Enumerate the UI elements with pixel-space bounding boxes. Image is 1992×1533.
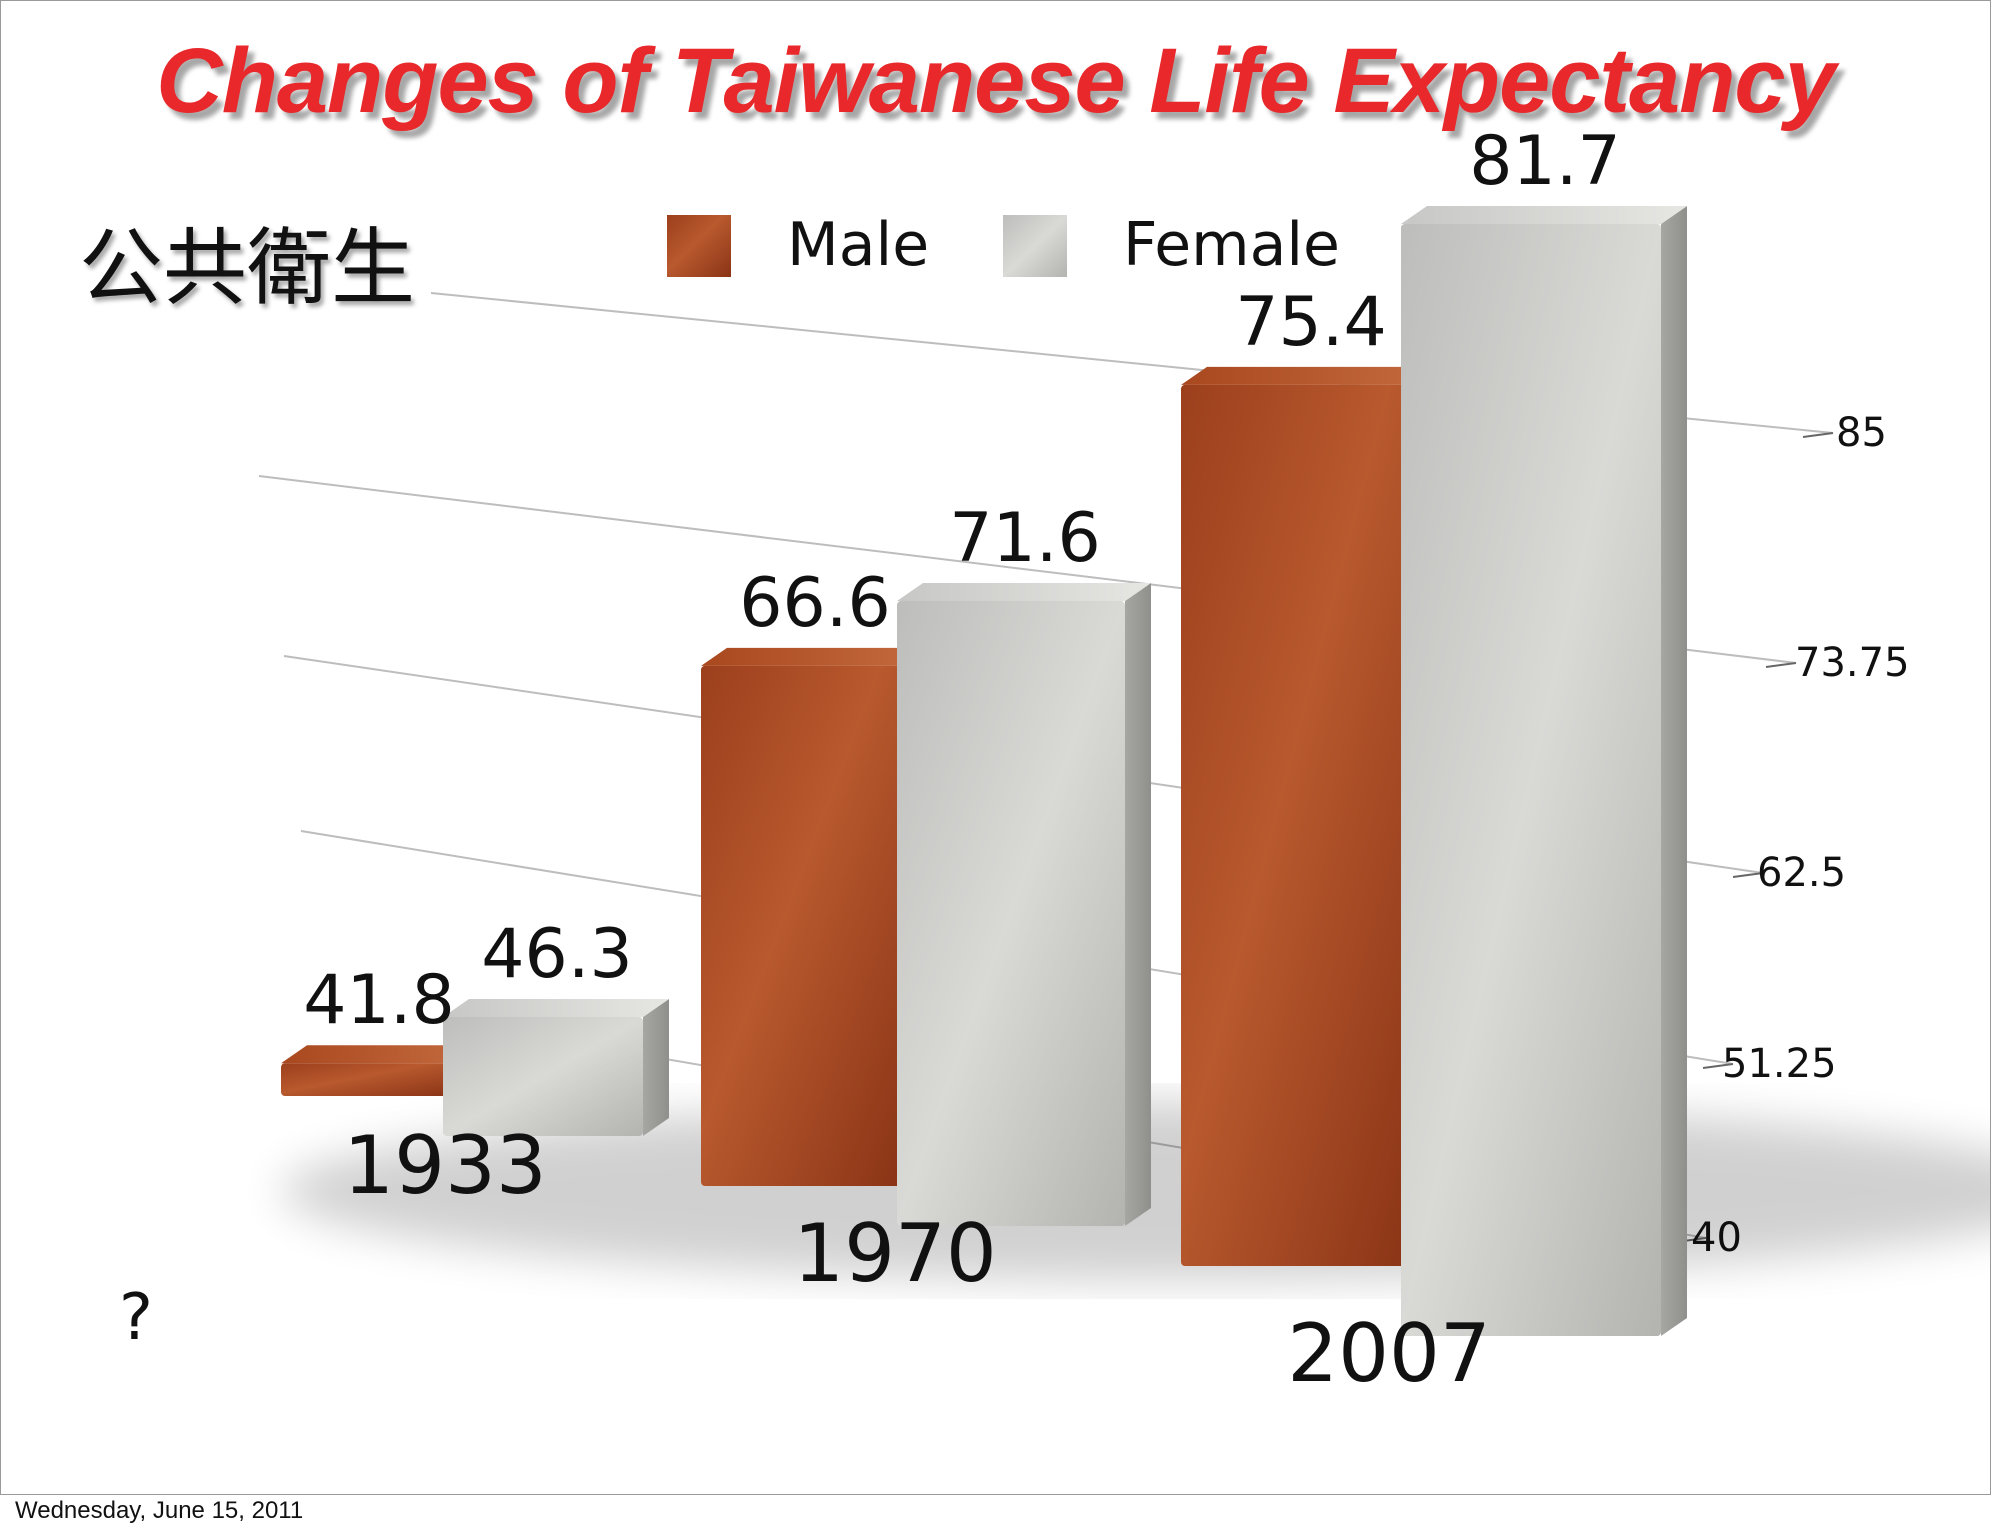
data-label: 66.6	[739, 564, 890, 643]
bar-female	[897, 583, 1151, 1226]
legend-swatch-male	[667, 215, 731, 277]
bar-male-top	[701, 647, 927, 666]
data-labels: 41.8 46.3 66.6 71.6 75.4 81.7	[303, 122, 1620, 1040]
chart-title: Changes of Taiwanese Life Expectancy	[156, 30, 1836, 132]
y-tick	[1732, 872, 1764, 878]
x-tick-label: 1933	[343, 1119, 547, 1212]
bar-male-top	[281, 1045, 475, 1064]
bar-male-top	[1181, 366, 1439, 385]
legend: Male Female	[667, 210, 1340, 280]
footer-date: Wednesday, June 15, 2011	[15, 1497, 304, 1524]
x-axis: 1933 1970 2007	[343, 1119, 1491, 1400]
y-tick	[1802, 432, 1834, 438]
bar-female	[1401, 206, 1687, 1336]
data-label: 41.8	[303, 961, 454, 1040]
bar-male-front	[1181, 384, 1413, 1266]
bar-female-side	[1661, 206, 1687, 1336]
bar-female-front	[443, 1017, 643, 1136]
bar-female-side	[643, 999, 669, 1136]
bar-male-front	[701, 665, 901, 1186]
x-tick-label: 1970	[793, 1207, 997, 1300]
data-label: 46.3	[481, 915, 632, 994]
legend-label-female: Female	[1123, 210, 1340, 280]
y-tick-label: 85	[1836, 410, 1887, 456]
bar-male	[701, 647, 927, 1186]
y-tick-label: 62.5	[1757, 850, 1846, 896]
bar-female-side	[1125, 583, 1151, 1226]
bar-female	[443, 999, 669, 1136]
bar-male-front	[281, 1063, 449, 1096]
legend-swatch-female	[1003, 215, 1067, 277]
bar-female-front	[897, 601, 1125, 1226]
bar-female-front	[1401, 224, 1661, 1336]
chart-subtitle: 公共衛生	[79, 219, 416, 317]
data-label: 81.7	[1469, 122, 1620, 201]
y-tick	[1702, 1063, 1734, 1069]
legend-label-male: Male	[787, 210, 929, 280]
bars	[281, 206, 1687, 1336]
y-tick-label: 51.25	[1722, 1041, 1837, 1087]
bar-female-top	[443, 999, 669, 1017]
data-label: 71.6	[949, 499, 1100, 578]
bar-female-top	[897, 583, 1151, 602]
bar-female-top	[1401, 206, 1687, 224]
question-mark: ?	[119, 1281, 153, 1355]
x-tick-label: 2007	[1287, 1307, 1491, 1400]
data-label: 75.4	[1235, 283, 1386, 362]
y-tick	[1765, 662, 1797, 668]
y-tick-label: 73.75	[1795, 640, 1910, 686]
bar-male	[1181, 366, 1439, 1266]
